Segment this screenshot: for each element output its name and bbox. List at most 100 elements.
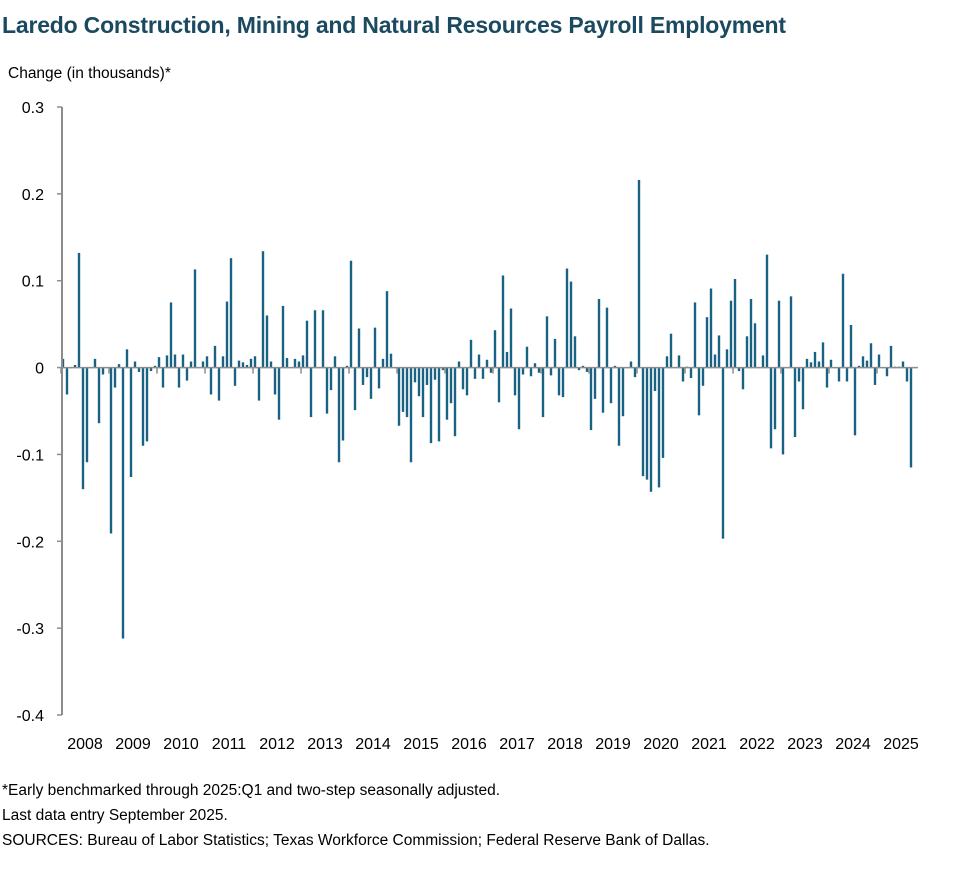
bar	[249, 358, 253, 368]
x-tick-label: 2019	[595, 736, 631, 753]
bar	[401, 367, 405, 412]
x-tick-label: 2009	[115, 736, 151, 753]
bar	[529, 367, 533, 377]
bar	[725, 349, 729, 368]
y-tick-label: 0.3	[22, 100, 44, 117]
bar	[269, 361, 273, 368]
bar	[901, 361, 905, 368]
bar	[201, 361, 205, 368]
bar	[173, 354, 177, 368]
x-tick-label: 2024	[835, 736, 871, 753]
bar	[161, 367, 165, 388]
bar	[497, 367, 501, 403]
x-tick-label: 2011	[212, 736, 247, 753]
x-tick-label: 2016	[451, 736, 487, 753]
x-tick-label: 2022	[739, 736, 775, 753]
bar	[457, 361, 461, 368]
bar	[693, 302, 697, 368]
bar	[97, 367, 101, 424]
bar	[217, 367, 221, 401]
bar	[765, 254, 769, 368]
bar	[373, 327, 377, 368]
bar	[337, 367, 341, 463]
bar	[481, 367, 485, 379]
bar	[505, 351, 509, 368]
bar	[237, 360, 241, 368]
x-tick-label: 2010	[163, 736, 199, 753]
bar	[345, 365, 349, 368]
bar	[761, 355, 765, 368]
bar	[421, 367, 425, 418]
x-tick-label: 2017	[499, 736, 535, 753]
bar	[809, 362, 813, 368]
bar	[857, 365, 861, 368]
bar	[389, 353, 393, 368]
bar	[817, 361, 821, 368]
bar	[265, 315, 269, 368]
chart-title: Laredo Construction, Mining and Natural …	[2, 12, 786, 38]
bar	[501, 275, 505, 368]
x-tick-label: 2018	[547, 736, 583, 753]
bar	[125, 349, 129, 368]
bar	[517, 367, 521, 430]
bar	[841, 273, 845, 368]
bar	[869, 343, 873, 368]
bar	[569, 281, 573, 368]
bar	[729, 300, 733, 368]
bar	[281, 305, 285, 368]
bar	[533, 363, 537, 368]
bar	[293, 358, 297, 368]
bar	[241, 362, 245, 368]
bar	[65, 367, 69, 395]
x-tick-label: 2014	[355, 736, 391, 753]
bar	[77, 252, 81, 368]
bar	[141, 367, 145, 446]
bar	[433, 367, 437, 380]
bar	[137, 367, 141, 372]
bar	[365, 367, 369, 378]
bar	[905, 367, 909, 382]
bar	[437, 367, 441, 442]
bar	[109, 367, 113, 534]
bar	[629, 361, 633, 368]
bar	[561, 367, 565, 398]
y-tick-label: 0.1	[22, 274, 44, 291]
bar	[813, 351, 817, 368]
bar	[477, 354, 481, 368]
bar	[113, 367, 117, 388]
bar	[877, 354, 881, 368]
bar	[713, 354, 717, 368]
bar	[465, 367, 469, 396]
bar	[845, 367, 849, 382]
bar	[485, 359, 489, 368]
bar	[697, 367, 701, 416]
bar	[333, 356, 337, 368]
bar	[101, 367, 105, 375]
bar	[157, 357, 161, 368]
bar	[273, 367, 277, 395]
bar	[777, 300, 781, 368]
bar	[801, 367, 805, 410]
bar	[73, 364, 77, 368]
bar	[593, 367, 597, 399]
bar	[357, 328, 361, 368]
bar	[469, 339, 473, 368]
bar	[797, 367, 801, 382]
bar	[341, 367, 345, 441]
bar	[637, 179, 641, 368]
bar	[461, 367, 465, 390]
bar	[169, 302, 173, 368]
bar	[597, 298, 601, 368]
bar	[117, 364, 121, 368]
x-tick-label: 2015	[403, 736, 439, 753]
bar	[321, 310, 325, 368]
bar	[789, 296, 793, 368]
bar	[417, 367, 421, 397]
bar	[489, 367, 493, 373]
bar	[577, 367, 581, 371]
bar	[753, 323, 757, 368]
footnote-sources: SOURCES: Bureau of Labor Statistics; Tex…	[2, 832, 710, 849]
y-tick-label: -0.2	[16, 534, 44, 551]
bar	[361, 367, 365, 385]
bar	[377, 367, 381, 389]
